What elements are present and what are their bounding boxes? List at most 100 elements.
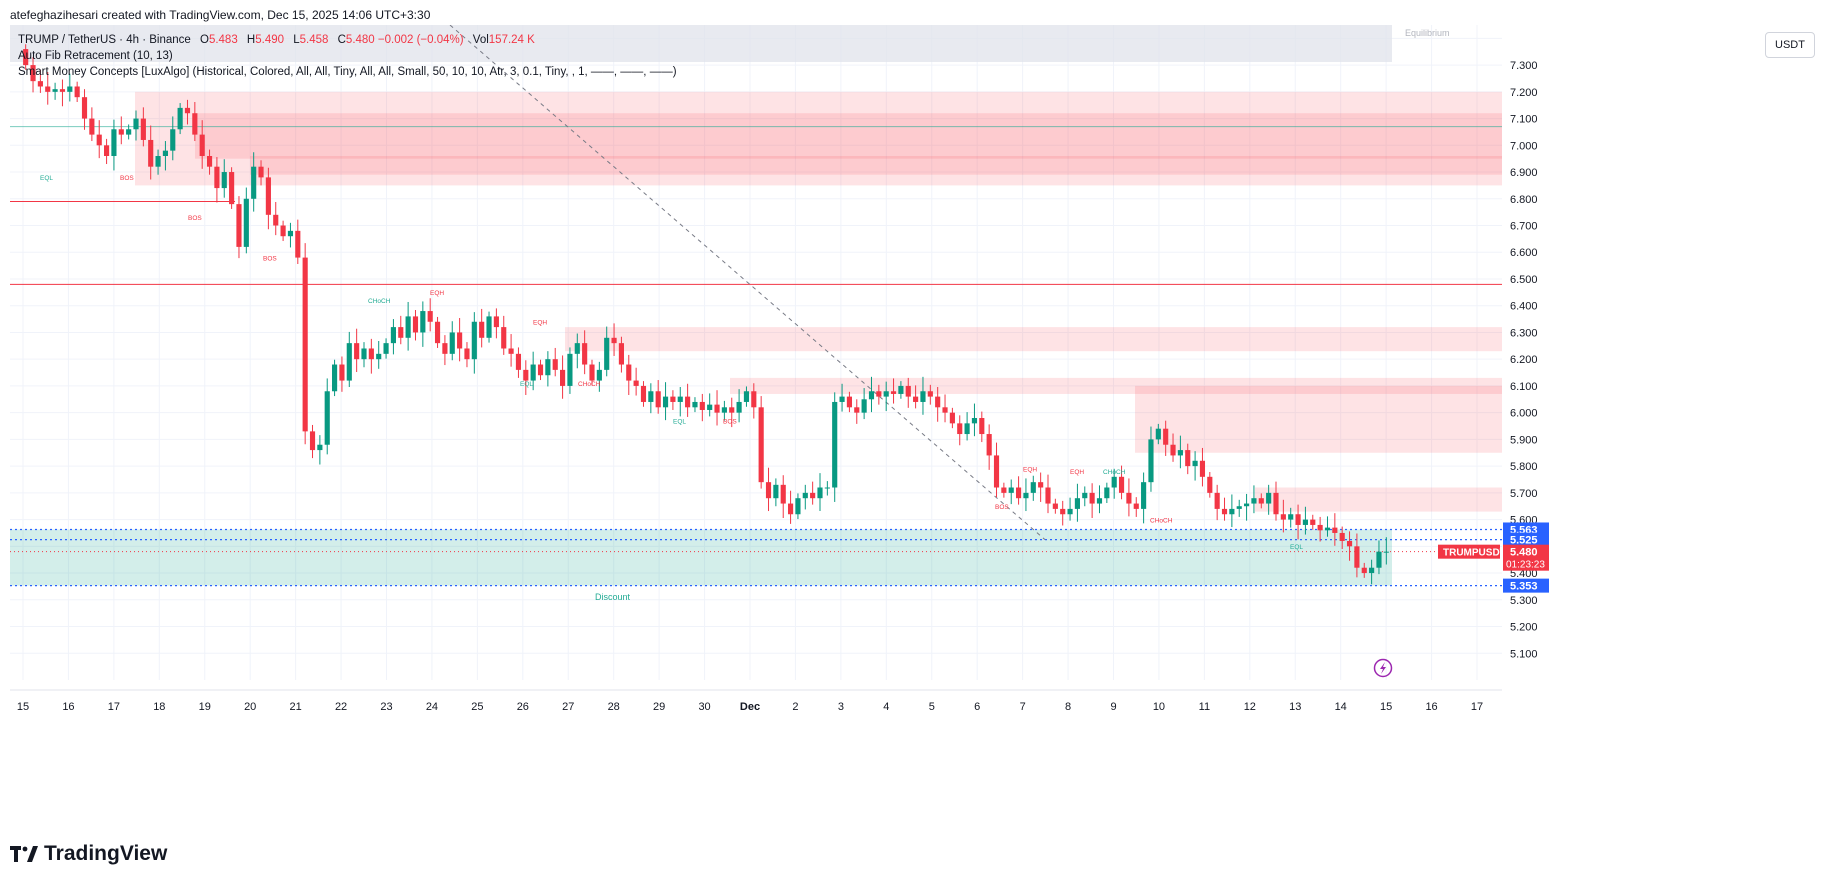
x-tick-label: 15 [17, 701, 29, 713]
candle-body [611, 337, 617, 344]
supply-zone [135, 91, 1502, 186]
candle-body [265, 177, 271, 215]
candle-body [1023, 492, 1029, 499]
low-label: L [293, 34, 300, 46]
candle-body [1288, 514, 1294, 520]
chart-frame[interactable]: TRUMP / TetherUS · 4h · Binance O5.483 H… [10, 24, 1825, 825]
candle-body [640, 385, 647, 402]
symbol-label[interactable]: TRUMP / TetherUS · 4h · Binance [18, 34, 191, 46]
candle-body [618, 343, 624, 365]
candle-body [758, 407, 764, 483]
candle-body [964, 423, 970, 435]
candle-body [1038, 482, 1044, 488]
smc-label: EQL [520, 381, 533, 388]
candle-body [148, 139, 154, 167]
candle-body [501, 327, 507, 349]
x-tick-label: 19 [199, 701, 211, 713]
candle-body [111, 129, 117, 156]
candle-body [1163, 428, 1169, 445]
candle-body [1030, 482, 1036, 493]
x-tick-label: 14 [1335, 701, 1347, 713]
candle-body [339, 364, 345, 381]
y-tick-label: 7.100 [1510, 114, 1538, 126]
x-tick-label: 12 [1244, 701, 1256, 713]
smc-label: CHoCH [1150, 517, 1173, 524]
ohlc-row: TRUMP / TetherUS · 4h · Binance O5.483 H… [18, 32, 677, 48]
candle-body [30, 65, 36, 82]
x-tick-label: 30 [698, 701, 710, 713]
candle-body [1302, 519, 1308, 525]
equilibrium-band [10, 25, 1392, 62]
smc-label: CHoCH [368, 298, 391, 305]
candle-body [1199, 460, 1206, 477]
x-tick-label: 17 [1471, 701, 1483, 713]
candle-body [133, 118, 139, 130]
candle-body [192, 113, 198, 135]
candle-body [81, 97, 88, 119]
chart-credit: atefeghazihesari created with TradingVie… [10, 8, 431, 22]
supply-zone [250, 156, 1502, 175]
x-tick-label: 25 [471, 701, 483, 713]
candle-body [37, 81, 43, 87]
supply-zone [1255, 487, 1502, 512]
candle-body [942, 407, 948, 413]
candle-body [1251, 498, 1257, 504]
candle-body [1141, 482, 1147, 509]
candle-body [530, 364, 536, 381]
candle-body [229, 172, 235, 205]
candle-body [1155, 428, 1161, 440]
candle-body [1133, 503, 1139, 509]
candle-body [457, 332, 463, 349]
x-tick-label: 8 [1065, 701, 1071, 713]
y-tick-label: 7.200 [1510, 87, 1538, 99]
y-tick-label: 5.700 [1510, 488, 1538, 500]
candle-body [743, 391, 750, 402]
y-tick-label: 5.400 [1510, 568, 1538, 580]
x-tick-label: 16 [1425, 701, 1437, 713]
x-tick-label: 29 [653, 701, 665, 713]
current-price-badge [1503, 544, 1549, 571]
candle-body [788, 503, 794, 515]
smc-label: EQH [1023, 466, 1037, 473]
candle-body [23, 49, 29, 66]
candle-body [1192, 460, 1198, 467]
x-tick-label: 13 [1289, 701, 1301, 713]
close-value: 5.480 [345, 34, 375, 46]
candle-body [780, 484, 786, 504]
smc-label: BOS [188, 215, 202, 222]
candle-body [140, 118, 146, 140]
candle-body [412, 316, 419, 333]
candle-body [273, 214, 279, 226]
candle-body [949, 412, 955, 424]
candle-body [1104, 487, 1110, 499]
candle-body [1280, 514, 1286, 520]
candle-body [405, 316, 411, 338]
candle-body [898, 385, 904, 394]
candle-body [935, 396, 941, 408]
indicator-fib[interactable]: Auto Fib Retracement (10, 13) [18, 50, 173, 62]
x-tick-label: 23 [380, 701, 392, 713]
candle-body [714, 404, 720, 413]
candle-body [1346, 540, 1353, 547]
x-tick-label: 3 [838, 701, 844, 713]
candle-body [736, 401, 742, 413]
candle-body [184, 107, 191, 114]
y-tick-label: 5.300 [1510, 595, 1538, 607]
smc-label: EQH [1070, 469, 1084, 476]
candle-body [1236, 506, 1242, 509]
candle-body [971, 418, 978, 424]
high-value: 5.490 [255, 34, 285, 46]
x-tick-label: 18 [153, 701, 165, 713]
candle-body [986, 434, 992, 456]
x-tick-label: 7 [1020, 701, 1026, 713]
price-chart[interactable]: Equilibrium Discount EQL BOS BOS BOS CHoCH EQH E… [10, 24, 1825, 825]
tradingview-logo[interactable]: TradingView [10, 842, 167, 866]
candle-body [1339, 532, 1345, 541]
low-value: 5.458 [299, 34, 329, 46]
candle-body [471, 321, 477, 360]
supply-zone [1135, 385, 1502, 453]
y-tick-label: 7.300 [1510, 60, 1538, 72]
indicator-smc[interactable]: Smart Money Concepts [LuxAlgo] (Historic… [18, 66, 677, 78]
currency-button[interactable]: USDT [1765, 32, 1815, 58]
candle-body [604, 337, 610, 370]
